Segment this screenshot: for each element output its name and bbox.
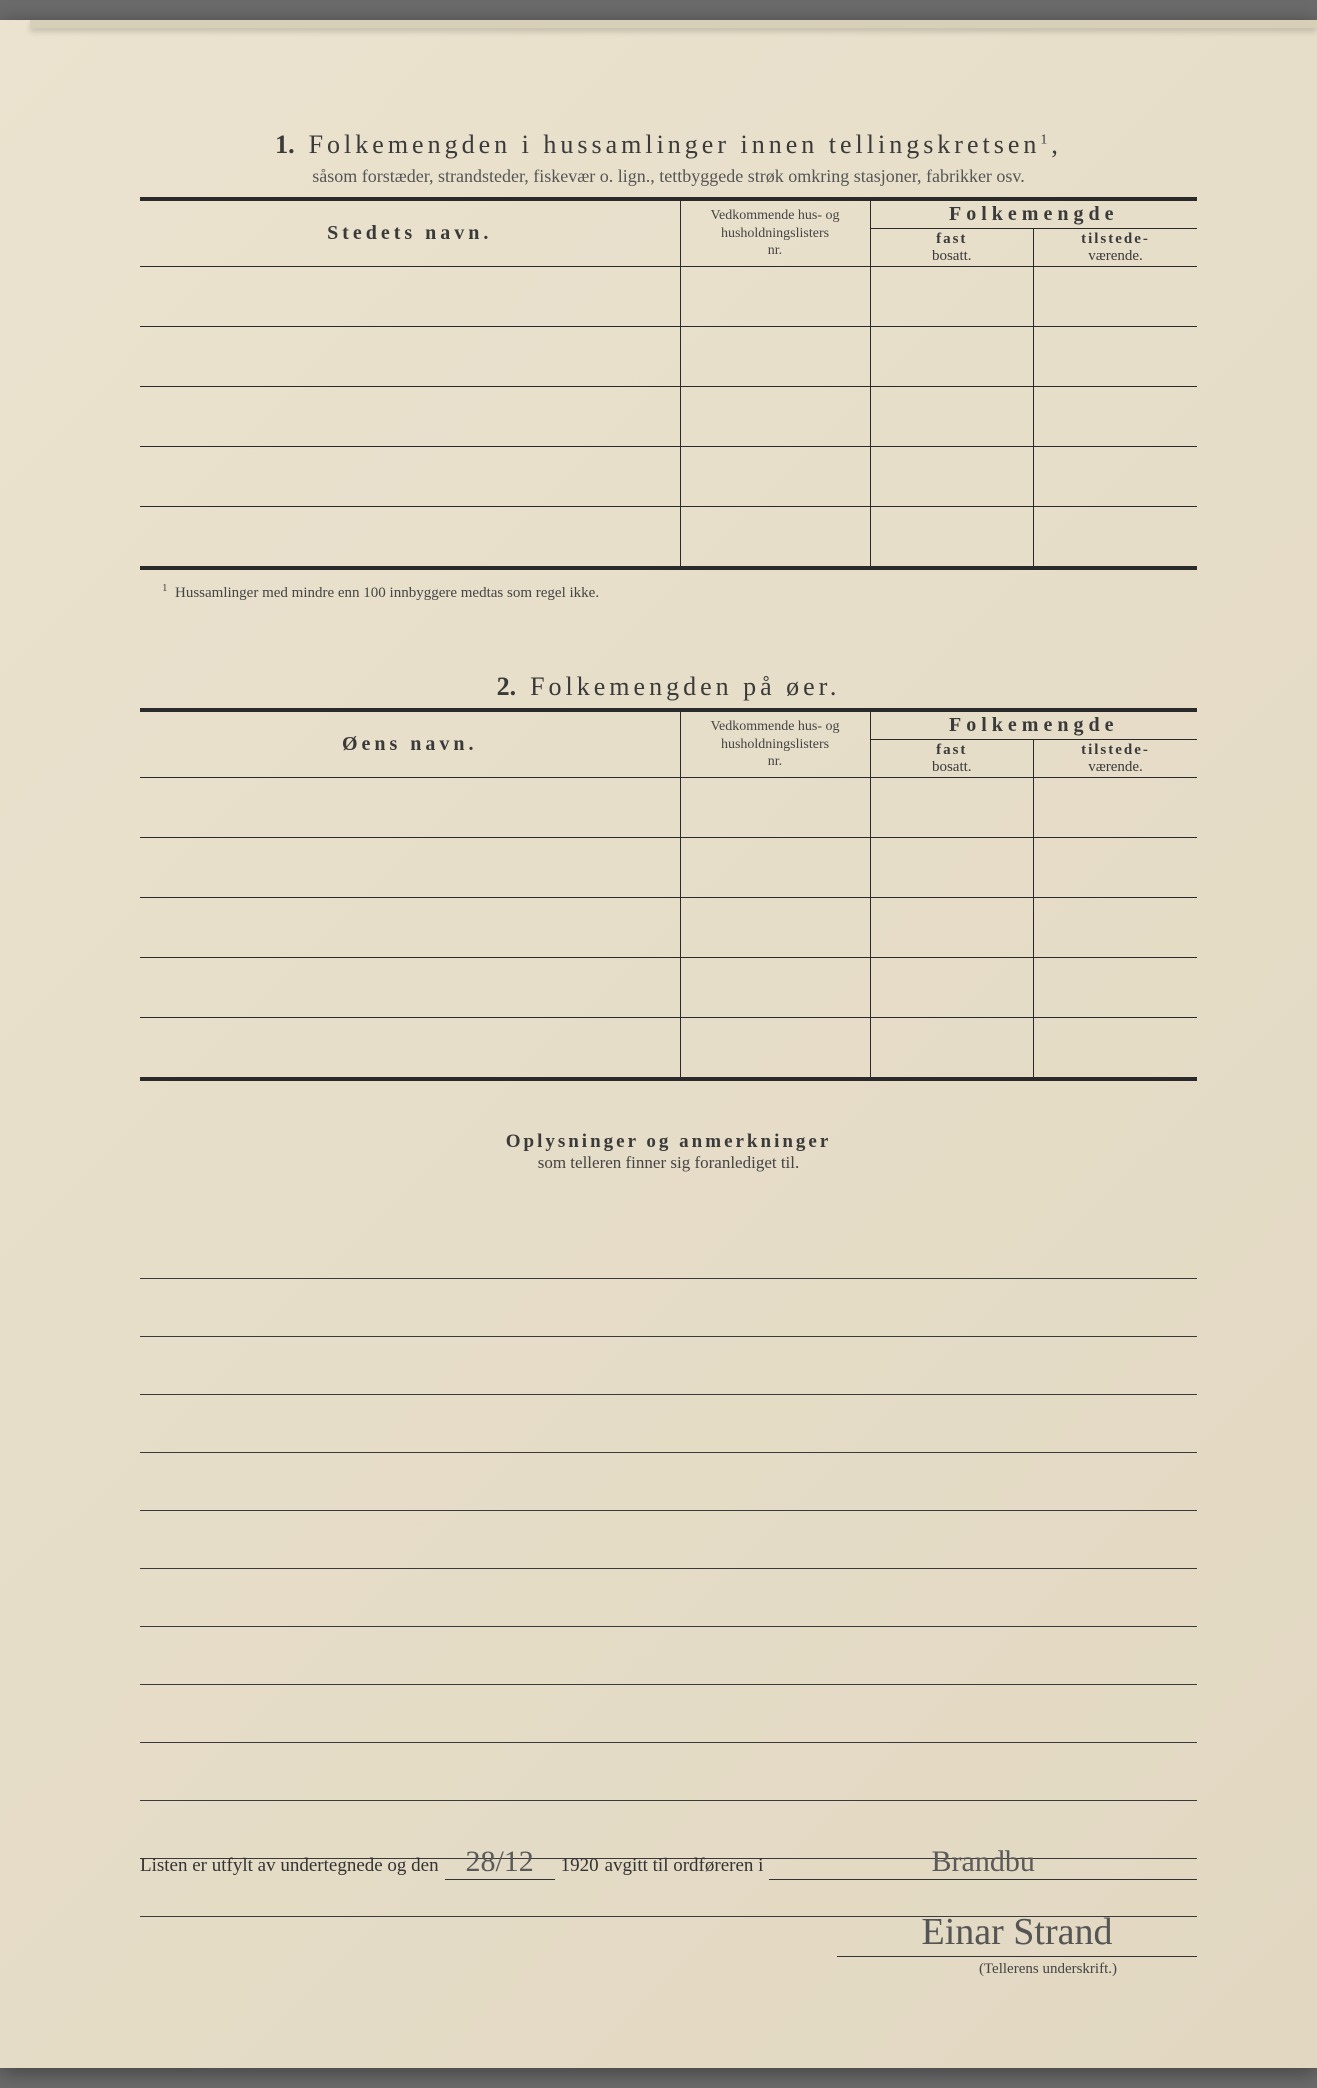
ruled-line [140,1337,1197,1395]
col-fast-bosatt: fast bosatt. [870,740,1034,778]
place-field: Brandbu [769,1845,1197,1880]
signature-block: Listen er utfylt av undertegnede og den … [140,1845,1197,1978]
table-cell [1034,838,1198,898]
table-cell [870,958,1034,1018]
table-row [140,958,1197,1018]
table-cell [680,327,870,387]
col-fast-bosatt: fast bosatt. [870,229,1034,267]
ruled-line [140,1627,1197,1685]
divider [140,1078,1197,1081]
table-cell [140,1018,680,1078]
col-vedkommende: Vedkommende hus- og husholdningslisters … [680,201,870,267]
section1-body [140,267,1197,567]
ruled-line [140,1279,1197,1337]
table-row [140,838,1197,898]
table-cell [870,898,1034,958]
table-cell [1034,447,1198,507]
table-row [140,267,1197,327]
section1-title: 1. Folkemengden i hussamlinger innen tel… [140,130,1197,160]
census-form-page: 1. Folkemengden i hussamlinger innen tel… [0,20,1317,2068]
table-cell [870,267,1034,327]
bottom-text-before: Listen er utfylt av undertegnede og den [140,1855,439,1877]
section1-table: Stedets navn. Vedkommende hus- og hushol… [140,200,1197,567]
table-cell [680,507,870,567]
table-cell [680,447,870,507]
table-cell [680,387,870,447]
section2-number: 2. [497,672,517,701]
table-row [140,1018,1197,1078]
table-row [140,778,1197,838]
table-cell [870,838,1034,898]
table-cell [680,267,870,327]
ruled-line [140,1221,1197,1279]
ruled-line [140,1511,1197,1569]
ruled-line [140,1743,1197,1801]
table-cell [1034,267,1198,327]
signature-field: Einar Strand [837,1910,1197,1957]
divider [140,567,1197,570]
table-cell [680,1018,870,1078]
bottom-text-after: avgitt til ordføreren i [605,1855,764,1877]
section1-number: 1. [275,130,295,159]
table-cell [870,447,1034,507]
table-cell [140,958,680,1018]
remarks-heading: Oplysninger og anmerkninger som telleren… [140,1131,1197,1173]
table-cell [870,387,1034,447]
col-tilstedevaerende: tilstede- værende. [1034,740,1198,778]
col-stedets-navn: Stedets navn. [140,201,680,267]
col-oens-navn: Øens navn. [140,712,680,778]
col-vedkommende: Vedkommende hus- og husholdningslisters … [680,712,870,778]
table-cell [1034,898,1198,958]
section1-heading: Folkemengden i hussamlinger innen tellin… [309,130,1062,159]
table-cell [140,387,680,447]
table-cell [140,898,680,958]
section1-subtitle: såsom forstæder, strandsteder, fiskevær … [140,166,1197,187]
table-row [140,387,1197,447]
col-folkemengde: Folkemengde [870,712,1197,740]
table-cell [870,1018,1034,1078]
col-folkemengde: Folkemengde [870,201,1197,229]
table-cell [870,778,1034,838]
col-tilstedevaerende: tilstede- værende. [1034,229,1198,267]
table-cell [140,327,680,387]
date-field: 28/12 [445,1845,555,1880]
table-cell [680,838,870,898]
signature-caption: (Tellerens underskrift.) [140,1961,1197,1978]
table-cell [140,447,680,507]
remarks-lines [140,1221,1197,1917]
table-cell [1034,327,1198,387]
ruled-line [140,1569,1197,1627]
bottom-year: 1920 [561,1855,599,1877]
table-cell [1034,1018,1198,1078]
table-cell [680,778,870,838]
section2-body [140,778,1197,1078]
table-cell [680,958,870,1018]
ruled-line [140,1685,1197,1743]
table-cell [870,507,1034,567]
table-cell [680,898,870,958]
table-cell [140,267,680,327]
section1-footnote: 1 Hussamlinger med mindre enn 100 innbyg… [162,582,1197,602]
table-cell [140,507,680,567]
table-row [140,447,1197,507]
table-row [140,507,1197,567]
table-cell [140,778,680,838]
table-cell [140,838,680,898]
table-cell [1034,958,1198,1018]
section2-heading: Folkemengden på øer. [530,672,840,701]
section2-title: 2. Folkemengden på øer. [140,672,1197,702]
table-row [140,898,1197,958]
ruled-line [140,1395,1197,1453]
ruled-line [140,1453,1197,1511]
table-cell [1034,387,1198,447]
table-cell [870,327,1034,387]
table-cell [1034,778,1198,838]
table-cell [1034,507,1198,567]
table-row [140,327,1197,387]
section2-table: Øens navn. Vedkommende hus- og husholdni… [140,711,1197,1078]
